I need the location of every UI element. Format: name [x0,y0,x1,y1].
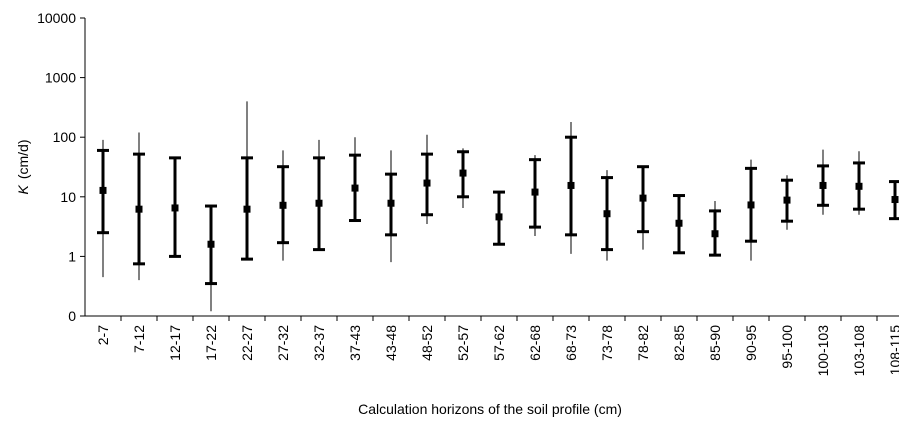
x-tick-label: 100-103 [815,325,831,377]
x-tick-label: 17-22 [203,325,219,361]
x-tick-label: 32-37 [311,325,327,361]
median-marker [387,199,395,207]
x-tick-label: 57-62 [491,325,507,361]
x-tick-label: 43-48 [383,325,399,361]
x-tick-label: 78-82 [635,325,651,361]
y-tick-label: 10000 [37,10,76,26]
x-tick-label: 37-43 [347,325,363,361]
x-axis-label: Calculation horizons of the soil profile… [358,401,622,417]
median-marker [639,194,647,202]
x-tick-label: 68-73 [563,325,579,361]
x-tick-label: 52-57 [455,325,471,361]
y-axis-label: K (cm/d) [15,139,31,194]
median-marker [315,199,323,207]
y-label-unit: (cm/d) [15,139,31,179]
y-label-symbol: K [15,185,31,195]
median-marker [747,201,755,209]
median-marker [459,169,467,177]
median-marker [531,188,539,196]
median-marker [351,184,359,192]
x-tick-label: 108-115 [887,325,899,376]
median-marker [495,213,503,221]
x-tick-label: 82-85 [671,325,687,361]
median-marker [675,219,683,227]
median-marker [171,204,179,212]
median-marker [783,196,791,204]
y-tick-label: 1000 [45,70,76,86]
median-marker [279,201,287,209]
median-marker [99,186,107,194]
x-tick-label: 85-90 [707,325,723,361]
y-tick-label: 10 [60,189,76,205]
median-marker [819,181,827,189]
median-marker [891,196,899,204]
median-marker [711,230,719,238]
median-marker [423,179,431,187]
x-tick-label: 90-95 [743,325,759,361]
y-tick-label: 100 [53,129,77,145]
x-tick-label: 95-100 [779,325,795,369]
x-tick-label: 62-68 [527,325,543,361]
x-tick-label: 48-52 [419,325,435,361]
median-marker [243,205,251,213]
median-marker [135,205,143,213]
x-tick-label: 22-27 [239,325,255,361]
x-tick-label: 73-78 [599,325,615,361]
median-marker [855,182,863,190]
y-tick-label: 0 [68,308,76,324]
median-marker [207,240,215,248]
median-marker [603,210,611,218]
y-tick-label: 1 [68,248,76,264]
x-tick-label: 27-32 [275,325,291,361]
x-tick-label: 12-17 [167,325,183,361]
x-tick-label: 2-7 [95,325,111,345]
median-marker [567,181,575,189]
x-tick-label: 103-108 [851,325,867,377]
x-tick-label: 7-12 [131,325,147,353]
